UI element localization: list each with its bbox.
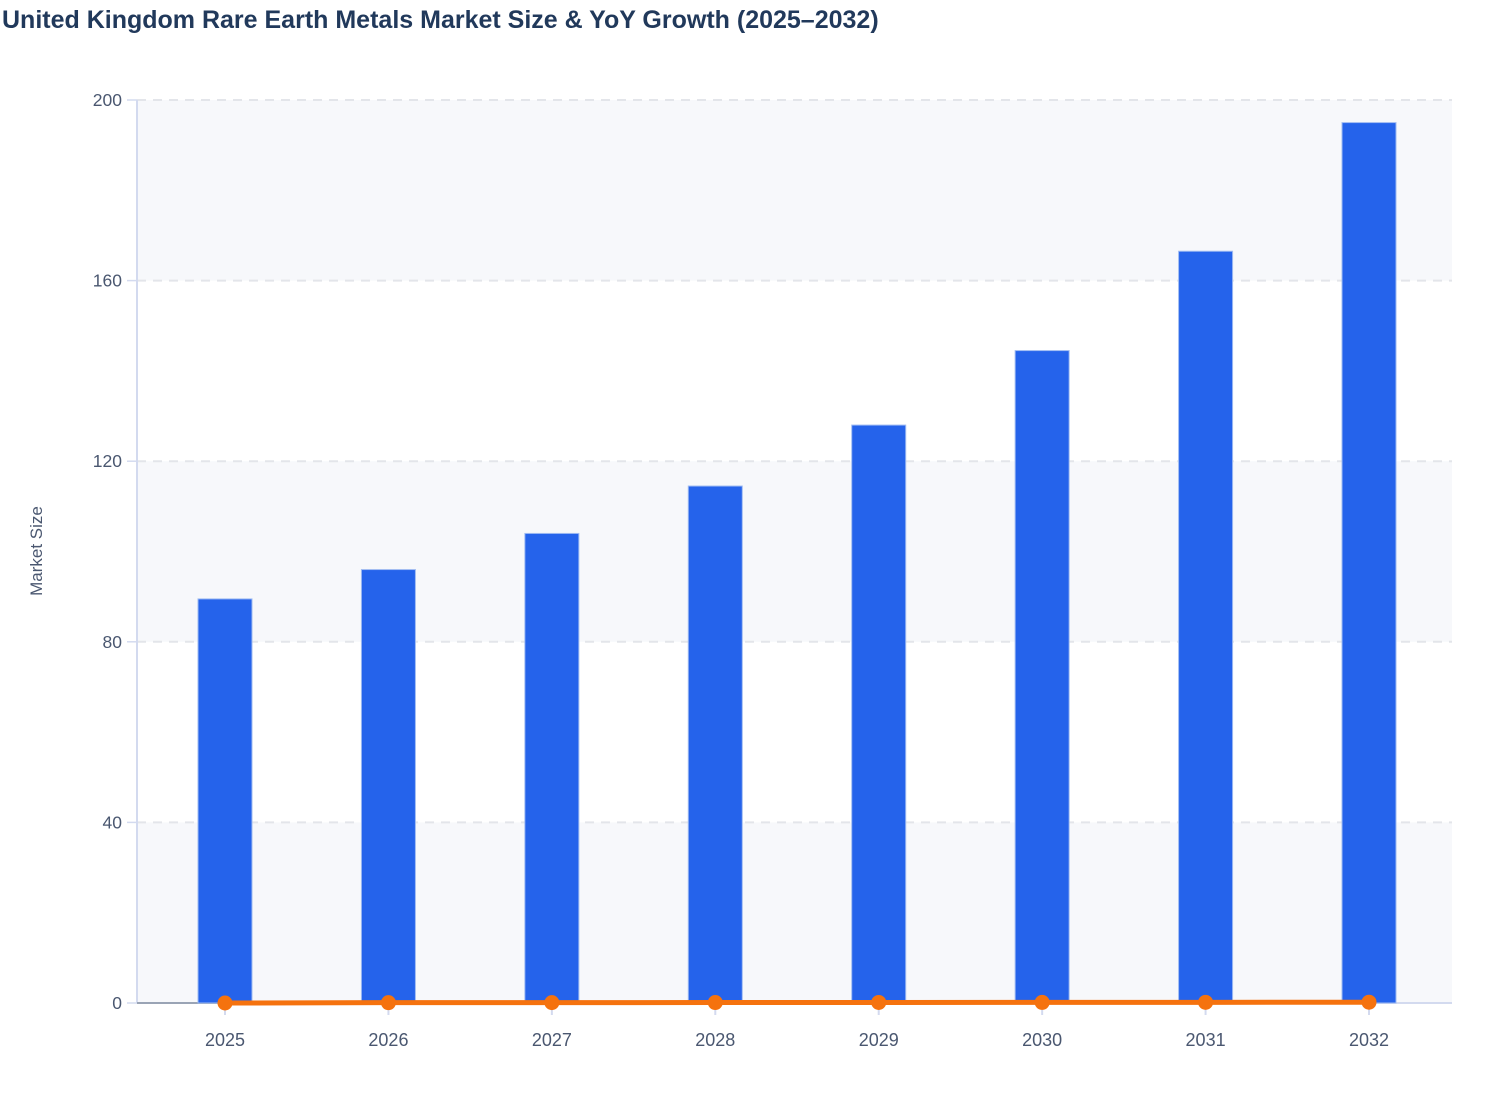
y-axis-title: Market Size	[27, 506, 46, 596]
yoy-point-2027[interactable]	[544, 995, 560, 1011]
yoy-growth-line	[222, 999, 1372, 1006]
yoy-point-2030[interactable]	[1034, 994, 1050, 1010]
y-axis-tick-label: 120	[93, 451, 122, 471]
y-axis-tick-label: 80	[103, 632, 123, 652]
yoy-point-2032[interactable]	[1361, 994, 1377, 1010]
x-axis-tick-label-2032: 2032	[1349, 1030, 1389, 1050]
bar-2027[interactable]	[524, 532, 580, 1004]
bar-2026[interactable]	[360, 569, 416, 1004]
bar-2028[interactable]	[687, 485, 743, 1004]
x-axis-tick-label-2029: 2029	[859, 1030, 899, 1050]
x-axis-tick-label-2031: 2031	[1186, 1030, 1226, 1050]
yoy-point-2026[interactable]	[380, 995, 396, 1011]
plot-band	[137, 461, 1452, 642]
bar-2032[interactable]	[1341, 122, 1397, 1004]
chart-title: United Kingdom Rare Earth Metals Market …	[2, 6, 879, 34]
yoy-point-2031[interactable]	[1198, 994, 1214, 1010]
yoy-point-2025[interactable]	[217, 995, 233, 1011]
x-axis-tick-label-2027: 2027	[532, 1030, 572, 1050]
y-axis-tick-label: 0	[112, 993, 122, 1013]
x-axis-tick-label-2025: 2025	[205, 1030, 245, 1050]
bar-2031[interactable]	[1178, 250, 1234, 1004]
y-axis-tick-label: 40	[103, 812, 123, 832]
x-axis-tick-label-2028: 2028	[695, 1030, 735, 1050]
y-axis-tick-label: 160	[93, 271, 122, 291]
plot-band	[137, 100, 1452, 281]
yoy-point-2029[interactable]	[871, 994, 887, 1010]
x-axis-tick-label-2026: 2026	[368, 1030, 408, 1050]
x-axis-tick-label-2030: 2030	[1022, 1030, 1062, 1050]
bar-2025[interactable]	[197, 598, 253, 1004]
bar-2030[interactable]	[1014, 350, 1070, 1004]
plot-band	[137, 822, 1452, 1003]
y-axis-tick-label: 200	[93, 90, 122, 110]
bar-2029[interactable]	[851, 424, 907, 1004]
yoy-point-2028[interactable]	[707, 995, 723, 1011]
